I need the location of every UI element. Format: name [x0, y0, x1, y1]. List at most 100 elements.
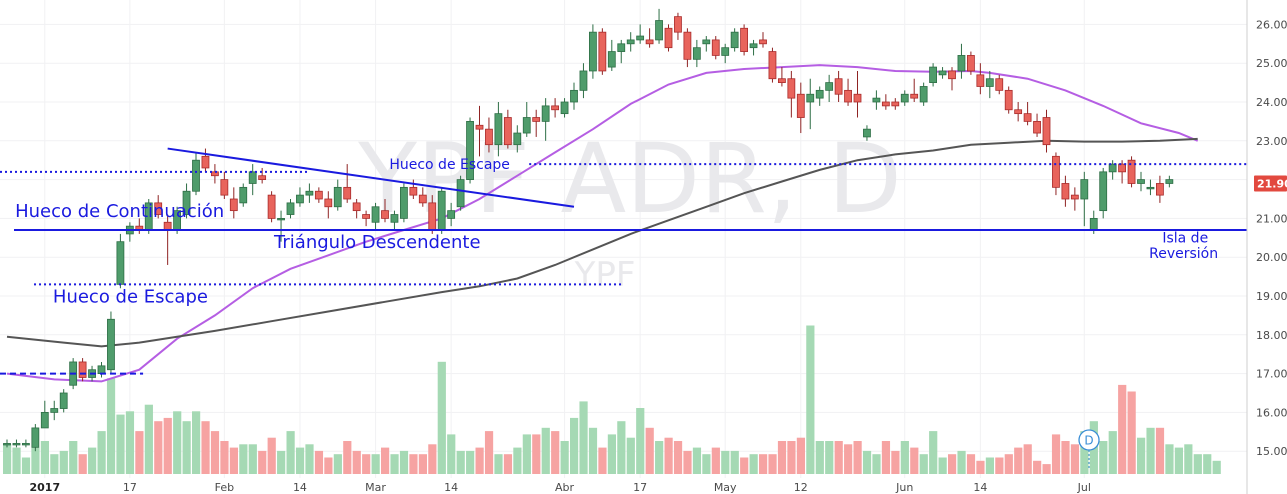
candle-body [31, 427, 40, 448]
volume-bar [210, 431, 220, 474]
volume-bar [711, 447, 720, 474]
candle-body [267, 194, 276, 219]
candle-body [806, 93, 815, 103]
volume-bar [787, 441, 796, 474]
volume-bar [626, 437, 635, 474]
volume-bar [655, 441, 664, 474]
candle-body [1146, 186, 1155, 190]
candle-body [78, 361, 87, 378]
volume-bar [295, 447, 305, 474]
candle-body [1108, 163, 1117, 173]
volume-bar [1108, 431, 1117, 474]
volume-bar [872, 454, 881, 474]
volume-bars [3, 325, 1221, 474]
last-price-label: 21.90 [1257, 177, 1287, 190]
volume-bar [692, 447, 702, 474]
candle-body [560, 101, 569, 115]
candle-body [1042, 117, 1051, 146]
candle-body [541, 105, 550, 122]
candle-body [825, 82, 834, 91]
candle-body [163, 221, 172, 231]
candle-body [296, 194, 304, 204]
volume-bar [825, 441, 834, 474]
volume-bar [1061, 441, 1070, 474]
candle-body [466, 121, 474, 181]
volume-bar [1155, 427, 1165, 474]
candle-body [881, 101, 890, 107]
candle-body [1127, 159, 1136, 184]
annotation-label: Hueco de Escape [53, 286, 208, 307]
candle-body [1004, 89, 1013, 111]
candle-body [967, 55, 975, 72]
candle-body [976, 74, 985, 87]
candle-body [674, 16, 682, 33]
volume-bar [985, 457, 994, 474]
candle-body [683, 31, 692, 60]
volume-bar [135, 431, 144, 474]
watermark-name: YPF [574, 255, 636, 295]
volume-bar [673, 441, 683, 474]
y-tick-label: 21.00 [1256, 212, 1287, 225]
volume-bar [409, 454, 418, 474]
volume-bar [1165, 444, 1174, 474]
volume-bar [418, 454, 427, 474]
volume-bar [730, 450, 739, 474]
x-tick-label: 12 [794, 481, 808, 494]
x-tick-label: Feb [215, 481, 234, 494]
volume-bar [768, 454, 777, 474]
candle-body [390, 214, 399, 223]
candle-body [1061, 183, 1070, 200]
candle-body [900, 93, 909, 103]
candle-body [286, 202, 295, 215]
annotation-label: Hueco de Escape [389, 157, 510, 173]
volume-bar [390, 454, 399, 474]
candle-body [617, 43, 626, 52]
x-tick-label: 17 [123, 481, 137, 494]
x-tick-label: 17 [633, 481, 647, 494]
candle-body [418, 194, 427, 204]
volume-bar [258, 450, 267, 474]
volume-bar [522, 434, 531, 474]
candle-body [702, 39, 711, 45]
volume-bar [995, 457, 1004, 474]
candle-body [1014, 109, 1023, 115]
candle-body [589, 31, 597, 72]
volume-bar [721, 450, 730, 474]
volume-bar [1070, 444, 1080, 474]
volume-bar [163, 417, 172, 474]
candle-body [381, 210, 389, 219]
volume-bar [437, 361, 446, 474]
volume-bar [381, 447, 390, 474]
candle-body [692, 47, 701, 60]
volume-bar [645, 427, 654, 474]
candle-body [305, 190, 314, 196]
volume-bar [324, 457, 333, 474]
candle-body [210, 171, 219, 177]
candle-body [995, 78, 1004, 91]
candle-body [513, 132, 522, 146]
volume-bar [267, 437, 276, 474]
volume-bar [1023, 444, 1032, 474]
x-tick-label: Mar [365, 481, 386, 494]
x-tick-label: 14 [444, 481, 458, 494]
x-tick-label: 14 [293, 481, 307, 494]
volume-bar [570, 417, 579, 474]
price-axis[interactable]: 26.0025.0024.0023.0022.0021.0020.0019.00… [1246, 0, 1287, 494]
volume-bar [607, 434, 616, 474]
volume-bar [1212, 460, 1221, 474]
volume-bar [343, 441, 352, 474]
volume-bar [69, 441, 78, 474]
time-axis[interactable]: 2017 17 Feb 14 Mar 14 Abr 17 May 12 Jun 14 Jul [29, 481, 1090, 494]
volume-bar [560, 441, 569, 474]
volume-bar [891, 450, 900, 474]
volume-bar [144, 404, 153, 474]
candle-body [598, 31, 607, 72]
event-marker[interactable]: D [1078, 429, 1100, 470]
candle-body [645, 39, 654, 45]
volume-bar [551, 431, 560, 474]
volume-bar [617, 421, 626, 474]
volume-bar [494, 454, 503, 474]
volume-bar [1051, 434, 1061, 474]
volume-bar [173, 411, 182, 474]
